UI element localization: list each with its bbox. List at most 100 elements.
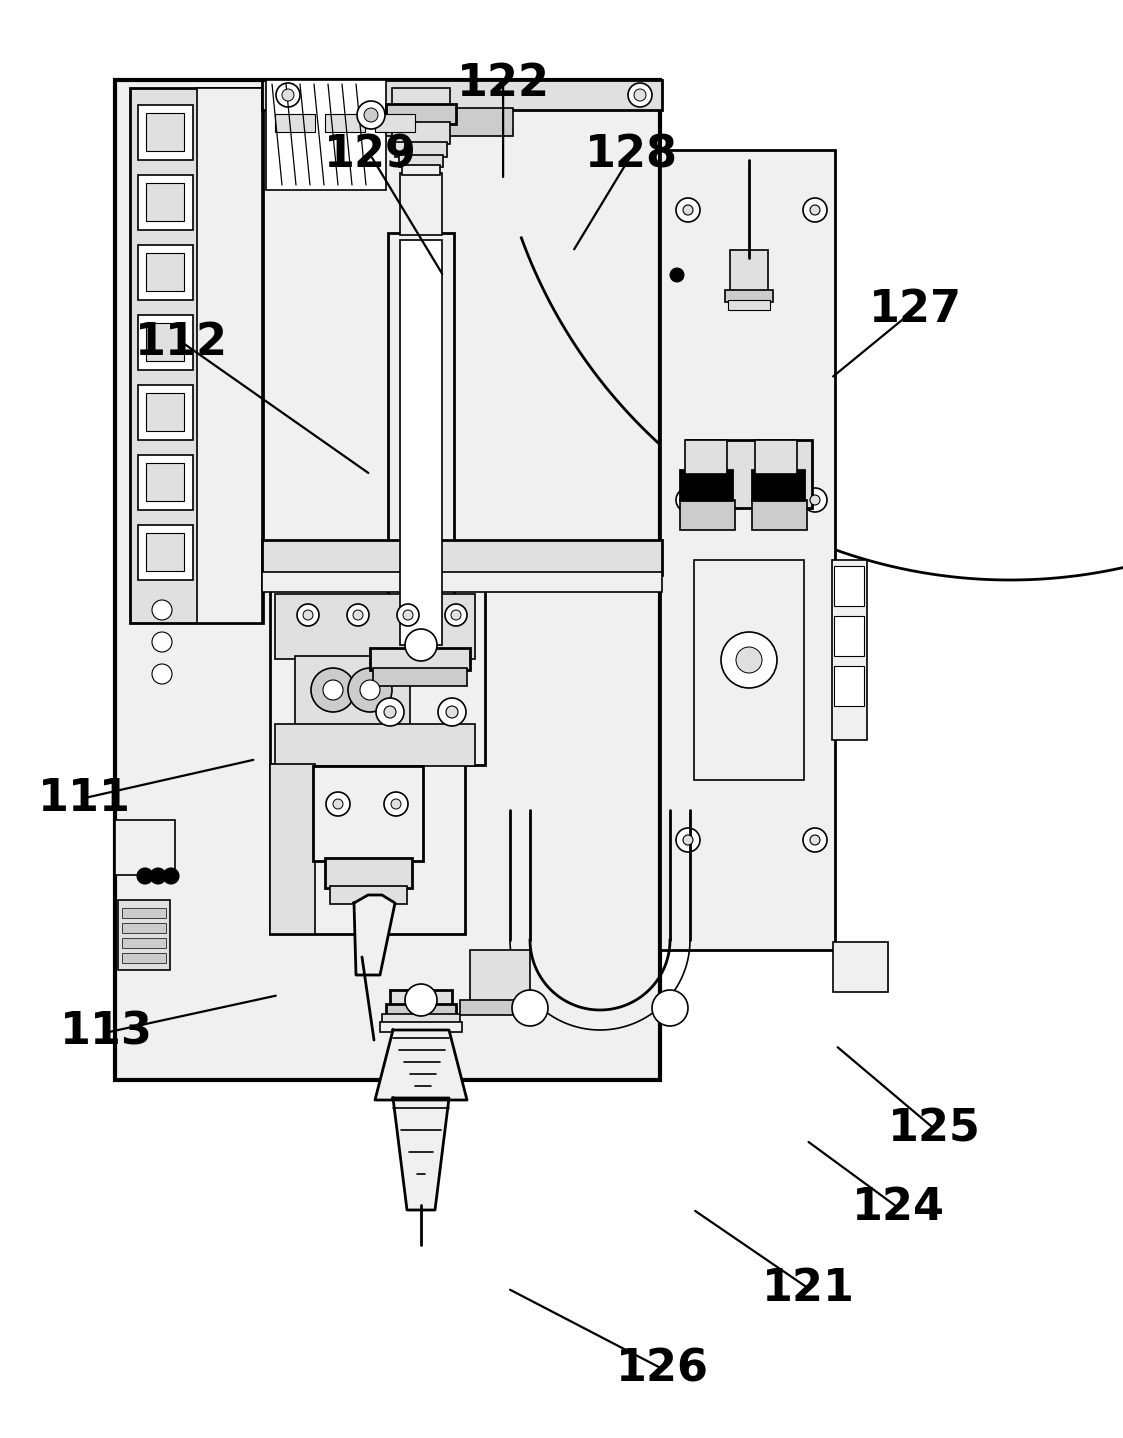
Bar — [268, 108, 513, 137]
Polygon shape — [375, 1030, 467, 1100]
Text: 126: 126 — [617, 1347, 709, 1391]
Text: 111: 111 — [38, 777, 130, 820]
Bar — [118, 900, 170, 971]
Bar — [270, 590, 485, 765]
Text: 127: 127 — [869, 288, 961, 331]
Bar — [262, 81, 661, 109]
Circle shape — [348, 669, 392, 712]
Bar — [392, 88, 450, 106]
Bar — [660, 150, 836, 951]
Bar — [138, 525, 193, 580]
Bar — [834, 567, 864, 605]
Circle shape — [683, 206, 693, 216]
Bar — [270, 764, 465, 935]
Bar — [687, 440, 812, 508]
Bar — [833, 942, 888, 992]
Circle shape — [446, 706, 458, 718]
Bar — [373, 669, 467, 686]
Circle shape — [360, 680, 380, 700]
Bar — [752, 500, 807, 531]
Bar — [266, 81, 386, 190]
Text: 129: 129 — [325, 134, 417, 177]
Circle shape — [683, 835, 693, 846]
Circle shape — [152, 631, 172, 651]
Circle shape — [282, 89, 294, 101]
Bar — [375, 114, 416, 132]
Bar — [115, 81, 660, 1080]
Bar — [755, 440, 797, 475]
Bar — [399, 155, 442, 167]
Bar — [325, 858, 412, 889]
Circle shape — [323, 680, 343, 700]
Circle shape — [634, 89, 646, 101]
Circle shape — [676, 198, 700, 221]
Circle shape — [391, 800, 401, 810]
Polygon shape — [354, 894, 395, 975]
Text: 121: 121 — [763, 1267, 855, 1310]
Circle shape — [376, 697, 404, 726]
Bar — [146, 533, 184, 571]
Circle shape — [347, 604, 369, 626]
Bar — [330, 886, 407, 905]
Bar — [130, 88, 263, 623]
Bar — [275, 723, 475, 766]
Bar — [275, 594, 475, 659]
Circle shape — [512, 989, 548, 1025]
Text: 125: 125 — [888, 1107, 980, 1150]
Circle shape — [438, 697, 466, 726]
Circle shape — [676, 828, 700, 851]
Circle shape — [353, 610, 363, 620]
Circle shape — [803, 198, 827, 221]
Bar — [369, 649, 471, 670]
Bar — [122, 923, 166, 933]
Bar — [395, 142, 447, 157]
Circle shape — [810, 206, 820, 216]
Bar — [146, 393, 184, 431]
Text: 122: 122 — [457, 62, 549, 105]
Bar — [725, 290, 773, 302]
Bar — [471, 951, 530, 1005]
Bar — [138, 454, 193, 510]
Circle shape — [163, 869, 179, 884]
Bar — [146, 183, 184, 221]
Text: 124: 124 — [852, 1186, 944, 1229]
Bar — [138, 385, 193, 440]
Bar — [197, 88, 262, 623]
Bar — [728, 301, 770, 311]
Circle shape — [628, 83, 652, 106]
Bar — [752, 470, 804, 500]
Circle shape — [670, 267, 684, 282]
Bar — [681, 470, 732, 500]
Circle shape — [403, 610, 413, 620]
Bar — [681, 500, 734, 531]
Bar — [694, 559, 804, 779]
Text: 113: 113 — [61, 1011, 153, 1054]
Bar — [122, 907, 166, 917]
Text: 128: 128 — [585, 134, 677, 177]
Bar — [138, 315, 193, 370]
Circle shape — [652, 989, 688, 1025]
Bar — [313, 766, 423, 861]
Bar — [834, 666, 864, 706]
Polygon shape — [393, 1099, 449, 1209]
Circle shape — [721, 631, 777, 687]
Bar — [400, 240, 442, 646]
Bar — [390, 989, 451, 1007]
Bar — [138, 175, 193, 230]
Bar — [146, 114, 184, 151]
Circle shape — [810, 835, 820, 846]
Circle shape — [311, 669, 355, 712]
Circle shape — [357, 101, 385, 129]
Bar — [834, 615, 864, 656]
Circle shape — [276, 83, 300, 106]
Bar — [380, 1022, 462, 1032]
Bar — [146, 463, 184, 500]
Bar — [138, 105, 193, 160]
Circle shape — [736, 647, 763, 673]
Circle shape — [405, 628, 437, 661]
Bar — [382, 1014, 460, 1024]
Text: 112: 112 — [136, 321, 228, 364]
Circle shape — [451, 610, 462, 620]
Bar — [460, 999, 540, 1015]
Circle shape — [683, 495, 693, 505]
